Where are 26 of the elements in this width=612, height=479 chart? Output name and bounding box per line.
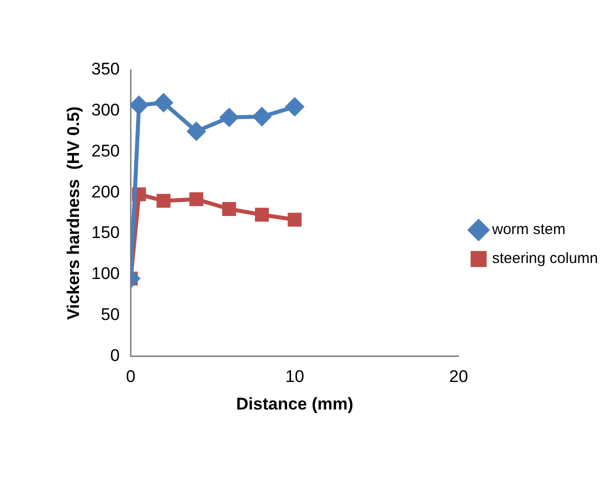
x-tick-label: 0 (126, 367, 136, 386)
y-tick-label: 350 (91, 60, 120, 79)
point (187, 122, 206, 140)
y-tick-label: 250 (91, 141, 120, 160)
y-axis-title: Vickers hardness (HV 0.5) (64, 106, 83, 320)
legend-label: worm stem (491, 221, 566, 238)
point (154, 94, 173, 112)
point (222, 202, 236, 216)
y-tick-label: 300 (91, 100, 120, 120)
y-tick-label: 50 (100, 305, 120, 324)
y-tick-label: 150 (91, 223, 120, 242)
point (220, 108, 238, 126)
x-tick-label: 20 (449, 367, 468, 386)
y-tick-label: 100 (91, 264, 120, 284)
point (189, 192, 204, 206)
x-axis-title: Distance (mm) (236, 394, 354, 414)
y-tick-label: 200 (91, 182, 120, 202)
point (130, 96, 148, 114)
legend-label: steering column (492, 250, 598, 268)
point (286, 98, 304, 116)
point (254, 208, 269, 222)
point (156, 194, 170, 208)
x-tick-label: 10 (285, 367, 304, 386)
y-tick-label: 0 (110, 346, 120, 365)
point (288, 212, 302, 227)
point (252, 108, 271, 126)
